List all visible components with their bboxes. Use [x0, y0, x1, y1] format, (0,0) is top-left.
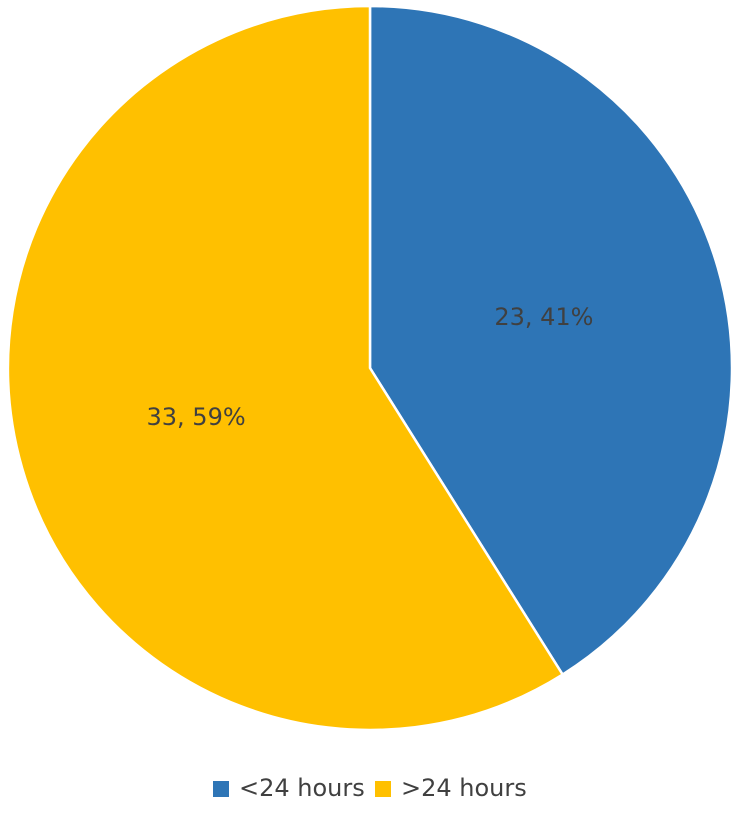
legend-swatch — [375, 781, 391, 797]
pie-slice — [6, 4, 565, 732]
legend-swatch — [213, 781, 229, 797]
data-label: 23, 41% — [494, 303, 593, 331]
pie-slice — [368, 4, 734, 677]
data-label: 33, 59% — [147, 403, 246, 431]
legend-label: >24 hours — [401, 774, 527, 802]
legend-label: <24 hours — [239, 774, 365, 802]
